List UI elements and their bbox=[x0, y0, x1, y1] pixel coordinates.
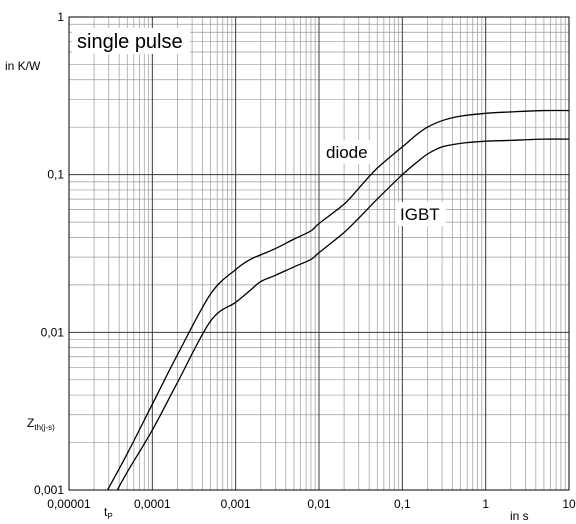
x-axis-label-left-sub: P bbox=[107, 512, 112, 521]
chart-title: single pulse bbox=[77, 31, 183, 53]
series-label-diode: diode bbox=[326, 143, 368, 162]
series-layer bbox=[106, 109, 570, 491]
igbt-label-box bbox=[396, 202, 446, 226]
diode-label-box bbox=[322, 140, 376, 164]
y-axis-label: Zth(j-s) bbox=[27, 416, 55, 432]
y-axis-label-sub: th(j-s) bbox=[34, 423, 55, 432]
x-tick-label: 10 bbox=[562, 497, 576, 511]
x-axis-label-right: in s bbox=[510, 509, 529, 523]
x-tick-label: 0,1 bbox=[394, 497, 411, 511]
x-axis-label-left: tP bbox=[104, 505, 113, 521]
x-axis-label-left-main: t bbox=[104, 505, 108, 519]
y-tick-label: 1 bbox=[57, 10, 64, 24]
plot-frame bbox=[68, 16, 570, 491]
y-tick-label: 0,01 bbox=[41, 325, 65, 339]
title-box bbox=[72, 28, 190, 54]
series-line-diode bbox=[106, 109, 570, 491]
series-line-igbt bbox=[116, 138, 570, 491]
y-tick-label: 0,1 bbox=[47, 168, 64, 182]
x-tick-labels: 0,00001 0,0001 0,001 0,01 0,1 1 10 bbox=[47, 497, 576, 511]
x-tick-label: 1 bbox=[482, 497, 489, 511]
x-tick-label: 0,001 bbox=[221, 497, 251, 511]
x-tick-label: 0,01 bbox=[307, 497, 331, 511]
y-tick-label: 0,001 bbox=[34, 483, 64, 497]
x-tick-label: 0,0001 bbox=[134, 497, 171, 511]
series-label-igbt: IGBT bbox=[400, 205, 440, 224]
y-unit-label: in K/W bbox=[5, 59, 41, 73]
x-tick-label: 0,00001 bbox=[47, 497, 91, 511]
y-tick-labels: 0,001 0,01 0,1 1 bbox=[34, 10, 64, 497]
y-axis-label-main: Z bbox=[27, 416, 34, 430]
